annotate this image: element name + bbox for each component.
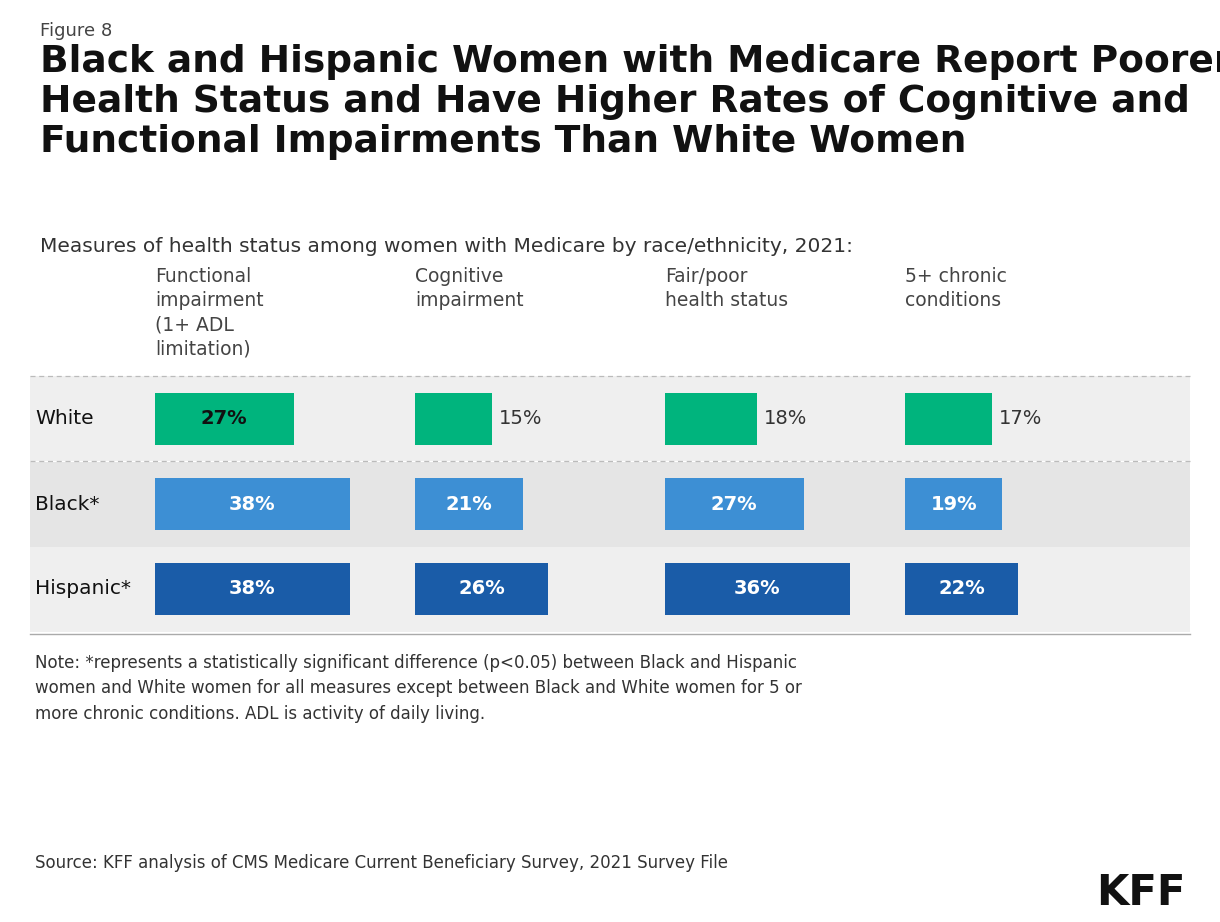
Text: 38%: 38% <box>229 580 276 598</box>
Text: Measures of health status among women with Medicare by race/ethnicity, 2021:: Measures of health status among women wi… <box>40 237 853 256</box>
Text: 19%: 19% <box>931 494 977 514</box>
Text: 22%: 22% <box>938 580 985 598</box>
Bar <box>30 547 1190 632</box>
Bar <box>30 462 1190 547</box>
Bar <box>665 393 758 445</box>
Bar <box>905 478 1003 530</box>
Text: 38%: 38% <box>229 494 276 514</box>
Text: Black*: Black* <box>35 494 100 514</box>
Text: Figure 8: Figure 8 <box>40 22 112 40</box>
Bar <box>905 393 992 445</box>
Text: KFF: KFF <box>1096 872 1185 914</box>
Text: 26%: 26% <box>459 580 505 598</box>
Text: 5+ chronic
conditions: 5+ chronic conditions <box>905 267 1006 310</box>
Bar <box>155 393 294 445</box>
Bar <box>415 478 522 530</box>
Text: White: White <box>35 409 94 429</box>
Text: Fair/poor
health status: Fair/poor health status <box>665 267 788 310</box>
Text: 36%: 36% <box>734 580 781 598</box>
Bar <box>905 563 1017 615</box>
Text: Cognitive
impairment: Cognitive impairment <box>415 267 523 310</box>
Text: 21%: 21% <box>445 494 492 514</box>
Bar <box>155 563 350 615</box>
Text: Functional
impairment
(1+ ADL
limitation): Functional impairment (1+ ADL limitation… <box>155 267 264 359</box>
Bar <box>155 478 350 530</box>
Text: Note: *represents a statistically significant difference (p<0.05) between Black : Note: *represents a statistically signif… <box>35 654 802 723</box>
Text: 15%: 15% <box>499 409 543 429</box>
Bar <box>415 393 492 445</box>
Bar <box>415 563 548 615</box>
Text: 17%: 17% <box>999 409 1043 429</box>
Bar <box>665 563 849 615</box>
Bar <box>30 376 1190 462</box>
Text: 27%: 27% <box>711 494 758 514</box>
Text: 18%: 18% <box>765 409 808 429</box>
Text: Source: KFF analysis of CMS Medicare Current Beneficiary Survey, 2021 Survey Fil: Source: KFF analysis of CMS Medicare Cur… <box>35 854 728 872</box>
Bar <box>665 478 804 530</box>
Text: Black and Hispanic Women with Medicare Report Poorer
Health Status and Have High: Black and Hispanic Women with Medicare R… <box>40 44 1220 160</box>
Text: Hispanic*: Hispanic* <box>35 580 131 598</box>
Text: 27%: 27% <box>201 409 248 429</box>
